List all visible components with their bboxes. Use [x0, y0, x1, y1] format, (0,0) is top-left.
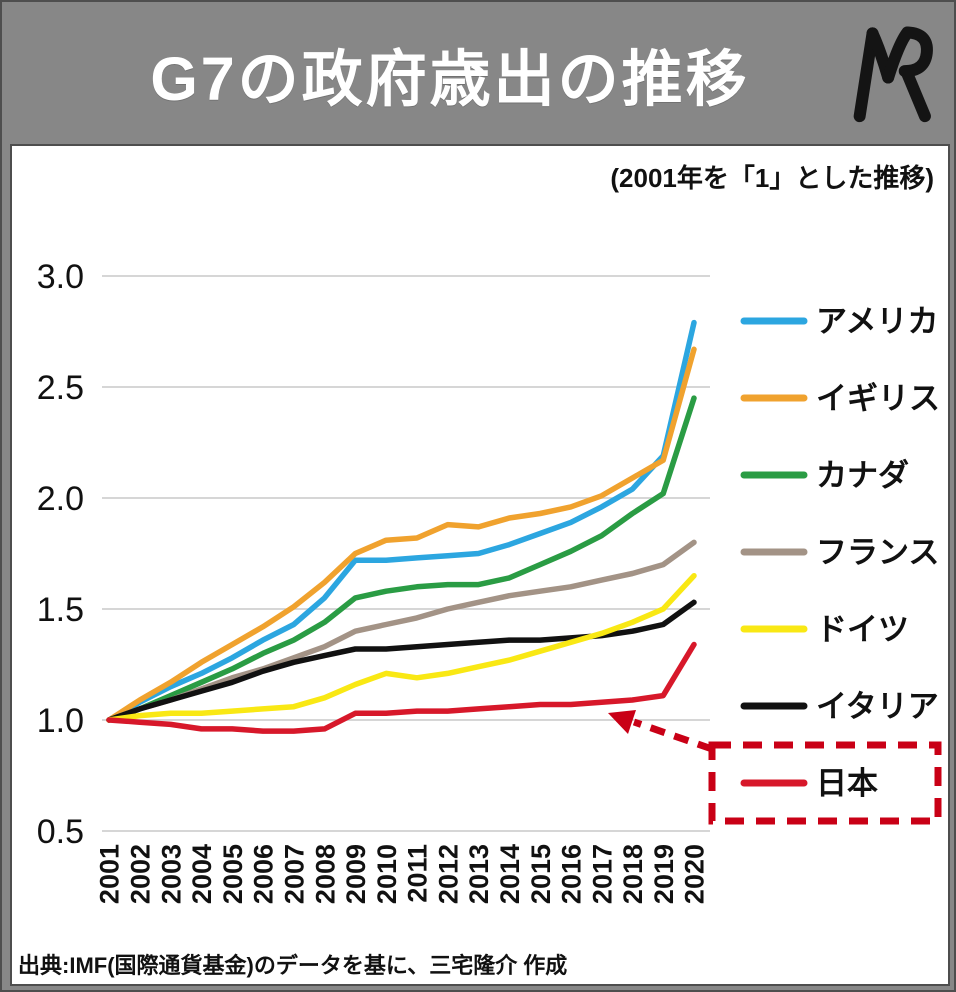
x-axis-tick-label: 2001 — [95, 844, 125, 904]
y-axis-tick-label: 1.5 — [37, 591, 84, 629]
x-axis-tick-label: 2015 — [526, 844, 556, 904]
series-line-ドイツ — [106, 572, 697, 723]
y-axis-tick-label: 2.0 — [37, 480, 84, 518]
legend-label-日本: 日本 — [816, 766, 878, 801]
x-axis-tick-label: 2006 — [249, 844, 279, 904]
chart-panel: (2001年を「1」とした推移) 0.5 1.0 1.5 2.0 2.5 3.0 2001 2… — [10, 144, 950, 986]
x-axis-tick-label: 2008 — [310, 844, 340, 904]
x-axis-tick-label: 2016 — [557, 844, 587, 904]
japan-annotation-arrow — [632, 718, 714, 753]
chart-subtitle: (2001年を「1」とした推移) — [610, 163, 934, 193]
legend-label-イタリア: イタリア — [816, 689, 939, 724]
x-axis-tick-label: 2007 — [279, 844, 309, 904]
legend-label-ドイツ: ドイツ — [816, 612, 909, 647]
japan-annotation-arrowhead — [608, 710, 636, 734]
header-band: G7の政府歳出の推移 — [2, 2, 954, 144]
series-line-日本 — [106, 641, 697, 734]
x-axis-tick-label: 2018 — [618, 844, 648, 904]
legend-label-カナダ: カナダ — [816, 458, 909, 493]
x-axis-tick-label: 2009 — [341, 844, 371, 904]
y-axis-tick-label: 1.0 — [37, 702, 84, 740]
x-axis-tick-label: 2005 — [218, 844, 248, 904]
series-line-イギリス — [106, 346, 697, 723]
legend-label-フランス: フランス — [816, 535, 939, 570]
x-axis-tick-label: 2017 — [587, 844, 617, 904]
y-axis-tick-label: 2.5 — [37, 369, 84, 407]
page-title: G7の政府歳出の推移 — [150, 44, 750, 113]
x-axis-tick-label: 2014 — [495, 844, 525, 904]
x-axis-tick-label: 2002 — [126, 844, 156, 904]
legend-label-イギリス: イギリス — [816, 381, 940, 416]
x-axis-tick-label: 2020 — [680, 844, 710, 904]
source-note: 出典:IMF(国際通貨基金)のデータを基に、三宅隆介 作成 — [18, 953, 568, 978]
x-axis-tick-label: 2004 — [187, 844, 217, 904]
x-axis-tick-label: 2003 — [156, 844, 186, 904]
y-axis-tick-label: 0.5 — [37, 813, 84, 851]
legend-label-アメリカ: アメリカ — [816, 304, 938, 339]
y-axis-tick-label: 3.0 — [37, 258, 84, 296]
japan-highlight-box — [708, 741, 942, 825]
x-axis-tick-label: 2013 — [464, 844, 494, 904]
x-axis-tick-label: 2010 — [372, 844, 402, 904]
series-line-カナダ — [106, 395, 697, 723]
x-axis-tick-label: 2019 — [649, 844, 679, 904]
x-axis-tick-label: 2011 — [403, 844, 433, 903]
series-line-アメリカ — [106, 319, 697, 723]
mr-monogram-logo — [853, 26, 933, 123]
x-axis-tick-label: 2012 — [433, 844, 463, 904]
